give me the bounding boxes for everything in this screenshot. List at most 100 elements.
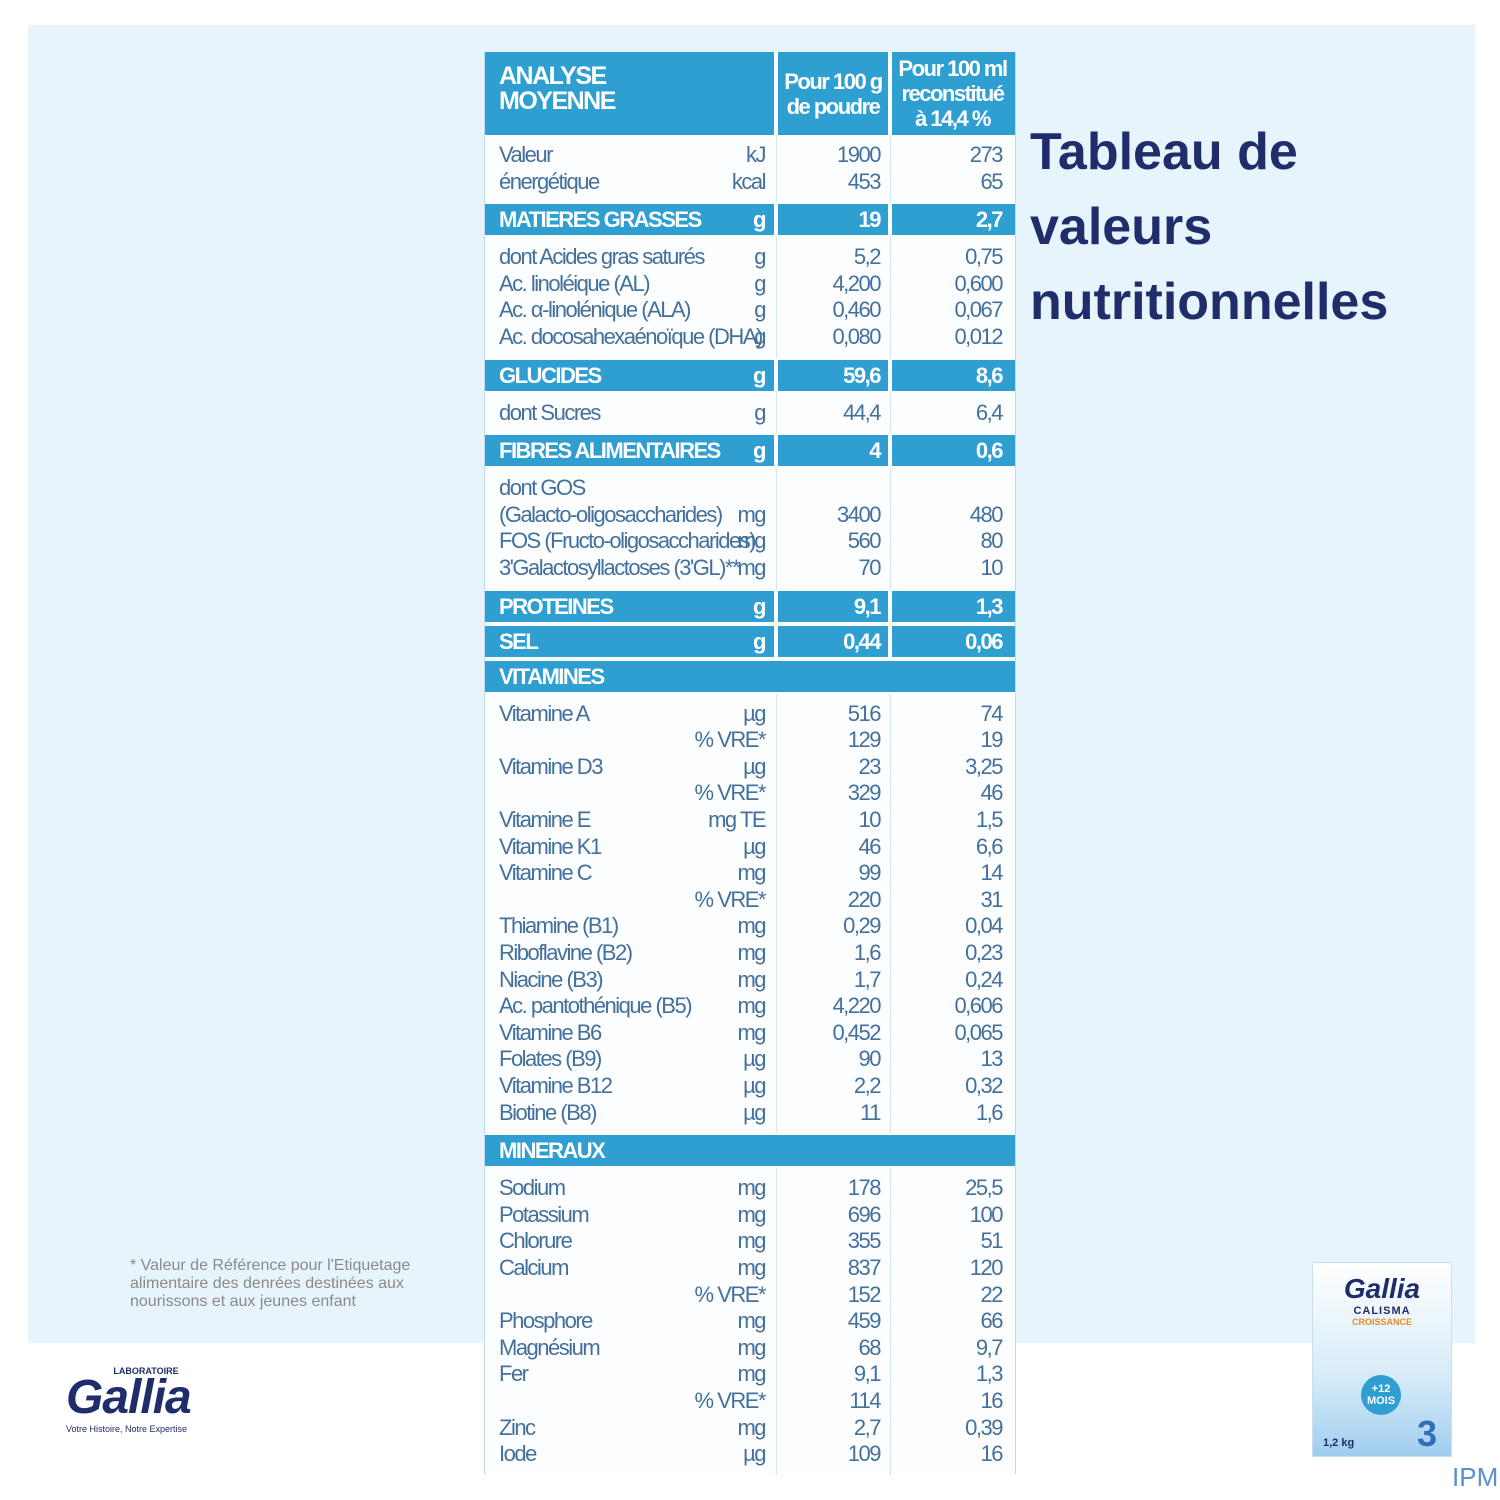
row-unit: mg <box>737 501 766 527</box>
column-line <box>776 135 777 203</box>
watermark: IPM <box>1452 1462 1499 1492</box>
header-cell <box>892 52 1015 135</box>
section-label: MATIERES GRASSES <box>499 207 702 233</box>
row-unit: mg <box>737 993 766 1019</box>
column-line <box>776 237 777 358</box>
section-row <box>778 359 888 391</box>
row-unit: mg <box>737 1175 766 1201</box>
row-unit: % VRE* <box>694 1281 767 1307</box>
column-line <box>890 392 891 434</box>
row-label: Vitamine B12 <box>499 1073 613 1098</box>
row-label: Phosphore <box>499 1308 593 1334</box>
section-row <box>485 590 774 622</box>
header-text: reconstitué <box>901 81 1005 106</box>
section-row <box>485 359 774 391</box>
logo: LABORATOIRE Gallia Votre Histoire, Notre… <box>66 1366 236 1434</box>
nutrition-table: ANALYSE MOYENNE Pour 100 g de poudre Pour 10… <box>484 52 1016 1475</box>
row-unit: mg <box>737 1019 766 1045</box>
row-label: Zinc <box>499 1414 536 1440</box>
row-label: Vitamine D3 <box>499 753 603 779</box>
section-row <box>485 1135 1015 1167</box>
row-value: 22 <box>980 1281 1004 1307</box>
row-value: 114 <box>849 1388 881 1413</box>
row-value: 80 <box>980 528 1004 554</box>
row-value: 13 <box>980 1046 1004 1072</box>
row-value: 560 <box>847 528 882 554</box>
row-value: 152 <box>847 1281 882 1307</box>
section-label: GLUCIDES <box>499 362 602 388</box>
column-line <box>890 237 891 358</box>
row-value: 0,460 <box>832 297 881 323</box>
section-row <box>892 204 1015 236</box>
section-row <box>485 625 774 657</box>
row-label: dont Acides gras saturés <box>499 244 705 270</box>
row-value: 129 <box>847 727 882 753</box>
section-value: 9,1 <box>853 593 882 619</box>
row-label: FOS (Fructo-oligosaccharides) <box>499 528 757 554</box>
row-unit: µg <box>743 833 766 859</box>
row-value: 1,5 <box>975 807 1004 832</box>
header-text: Pour 100 g <box>784 68 883 94</box>
row-unit: mg TE <box>708 807 766 832</box>
section-unit: g <box>753 362 766 388</box>
row-unit: mg <box>737 913 766 939</box>
row-value: 46 <box>980 780 1004 806</box>
header-cell <box>485 52 774 135</box>
row-value: 837 <box>847 1255 882 1280</box>
row-unit: µg <box>743 1441 766 1467</box>
row-value: 90 <box>858 1046 882 1072</box>
row-value: 2,2 <box>853 1073 882 1098</box>
section-row <box>778 590 888 622</box>
row-value: 68 <box>858 1334 882 1360</box>
row-label: énergétique <box>499 168 600 194</box>
row-value: 696 <box>847 1201 882 1227</box>
row-value: 31 <box>980 886 1004 912</box>
section-label: FIBRES ALIMENTAIRES <box>499 438 721 464</box>
row-unit: g <box>754 399 766 425</box>
header-text: à 14,4 % <box>915 106 991 131</box>
section-label: SEL <box>499 628 539 654</box>
row-value: 0,012 <box>954 324 1003 349</box>
row-unit: mg <box>737 1228 766 1254</box>
product-weight: 1,2 kg <box>1323 1437 1355 1449</box>
column-line <box>776 1168 777 1475</box>
row-label: Vitamine A <box>499 700 590 726</box>
product-brand: Gallia <box>1343 1273 1421 1304</box>
row-value: 0,24 <box>965 966 1003 992</box>
section-row <box>892 435 1015 467</box>
row-label: Calcium <box>499 1255 569 1280</box>
section-unit: g <box>753 593 766 619</box>
row-value: 480 <box>969 501 1004 527</box>
section-label: PROTEINES <box>499 593 614 619</box>
row-unit: % VRE* <box>694 780 767 806</box>
title: Tableau de valeurs nutritionnelles <box>1030 123 1389 331</box>
row-value: 120 <box>969 1255 1004 1280</box>
row-unit: µg <box>743 1073 766 1098</box>
row-label: Ac. linoléique (AL) <box>499 270 651 296</box>
row-value: 19 <box>980 727 1004 753</box>
row-value: 0,29 <box>843 913 881 939</box>
product-line1: CALISMA <box>1353 1305 1411 1317</box>
section-row <box>778 435 888 467</box>
row-value: 3400 <box>837 501 881 527</box>
row-value: 0,75 <box>965 244 1003 270</box>
section-row <box>485 204 774 236</box>
row-unit: mg <box>737 1308 766 1334</box>
row-unit: mg <box>737 966 766 992</box>
row-value: 220 <box>847 886 882 912</box>
column-line <box>776 693 777 1134</box>
product-stage: 3 <box>1417 1413 1438 1454</box>
section-value: 4 <box>869 438 881 464</box>
row-unit: mg <box>737 940 766 965</box>
row-label: Ac. α-linolénique (ALA) <box>499 297 692 323</box>
row-value: 25,5 <box>965 1175 1003 1201</box>
row-unit: mg <box>737 528 766 554</box>
row-label: Vitamine B6 <box>499 1019 602 1045</box>
row-value: 459 <box>847 1308 882 1334</box>
row-value: 0,606 <box>954 993 1003 1019</box>
logo-tagline: Votre Histoire, Notre Expertise <box>66 1424 188 1434</box>
row-unit: µg <box>743 700 766 726</box>
logo-top: LABORATOIRE <box>113 1366 179 1376</box>
row-label: Vitamine E <box>499 807 591 832</box>
row-unit: mg <box>737 1361 766 1387</box>
